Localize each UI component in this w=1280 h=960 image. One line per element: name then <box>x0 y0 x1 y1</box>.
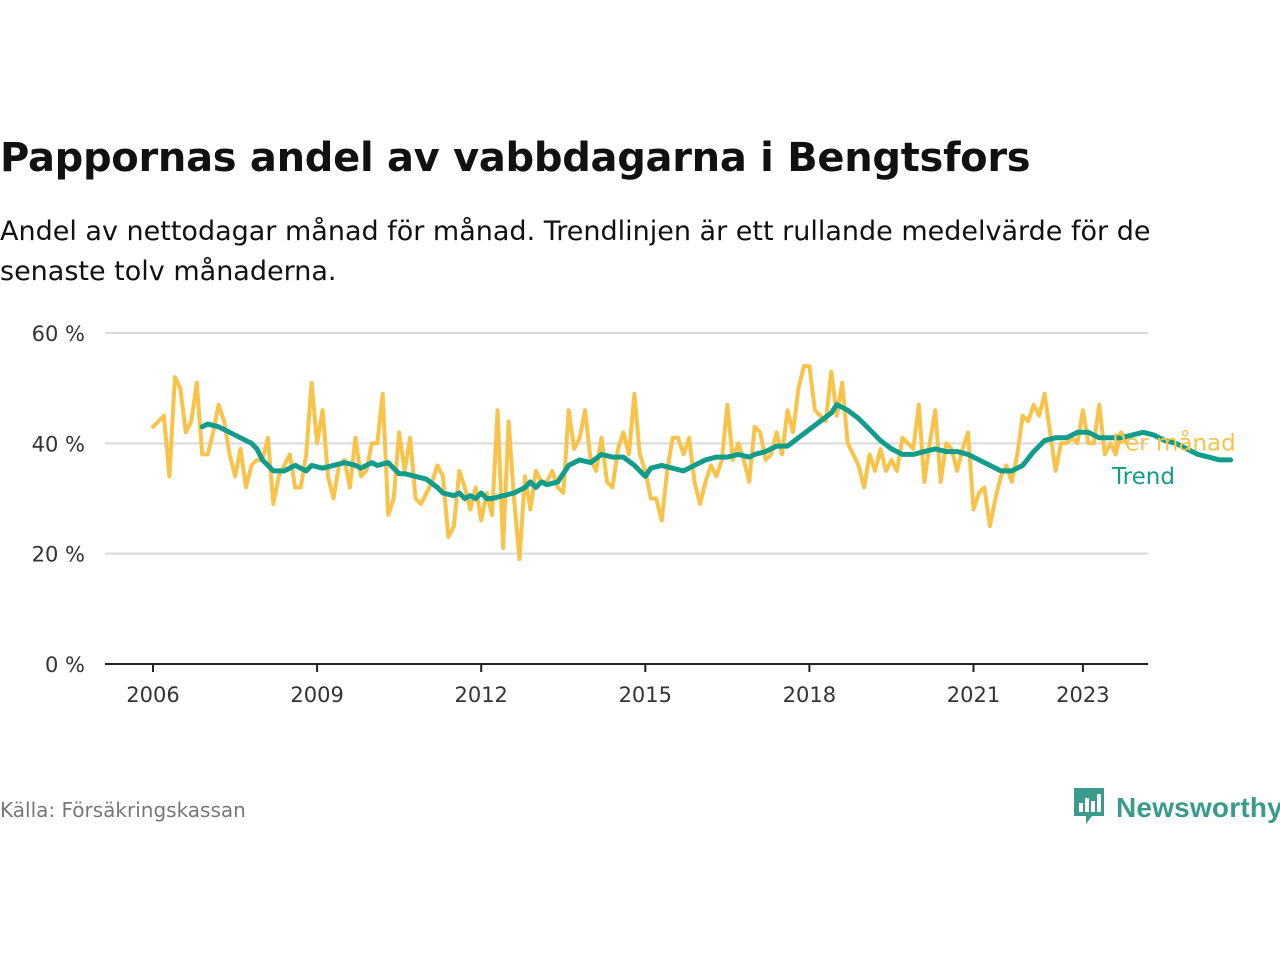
x-tick-label: 2009 <box>290 683 343 707</box>
series-label-monthly: Per månad <box>1112 428 1236 456</box>
x-tick-label: 2018 <box>783 683 836 707</box>
y-tick-label: 40 % <box>32 432 85 456</box>
chart-subtitle: Andel av nettodagar månad för månad. Tre… <box>0 216 1151 287</box>
chart-title: Pappornas andel av vabbdagarna i Bengtsf… <box>0 135 1031 181</box>
x-tick-label: 2021 <box>947 683 1000 707</box>
series-lines <box>151 364 1234 562</box>
bar-chart-speech-bubble-icon <box>1072 786 1106 830</box>
brand-name: Newsworthy <box>1116 792 1280 823</box>
x-tick-label: 2023 <box>1056 683 1109 707</box>
x-axis-ticks: 2006 2009 2012 2015 2018 2021 2023 <box>126 664 1110 707</box>
source-note: Källa: Försäkringskassan <box>0 798 246 822</box>
series-label-trend: Trend <box>1111 464 1175 490</box>
y-tick-label: 0 % <box>45 653 85 677</box>
x-tick-label: 2012 <box>454 683 507 707</box>
line-chart: 0 % 20 % 40 % 60 % 2006 2009 2012 2015 2018 2021… <box>32 322 1236 707</box>
series-line-monthly <box>151 364 1129 562</box>
y-tick-label: 60 % <box>32 322 85 346</box>
newsworthy-logo[interactable]: Newsworthy <box>1072 786 1280 830</box>
y-tick-label: 20 % <box>32 543 85 567</box>
series-line-trend <box>199 402 1234 501</box>
y-axis-ticks: 0 % 20 % 40 % 60 % <box>32 322 85 677</box>
x-tick-label: 2006 <box>126 683 179 707</box>
series-labels: Per månad Trend <box>1111 428 1236 490</box>
x-tick-label: 2015 <box>619 683 672 707</box>
